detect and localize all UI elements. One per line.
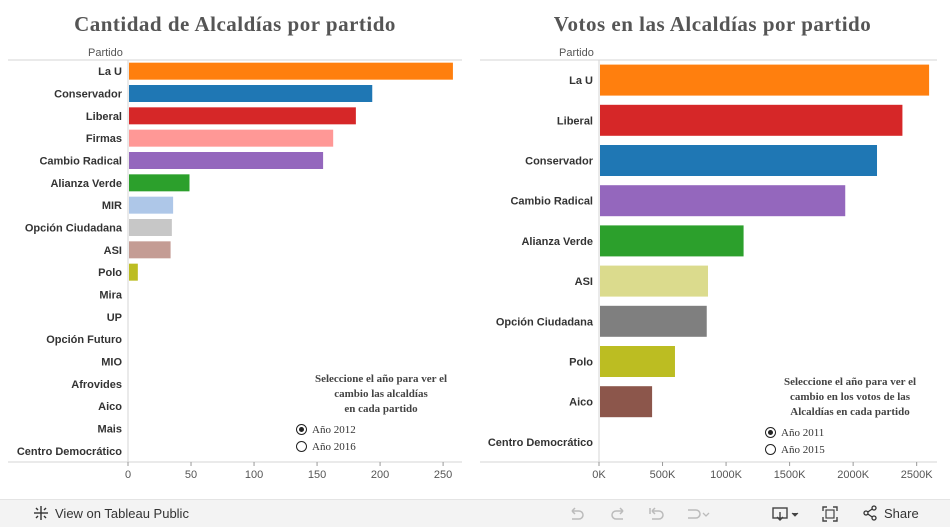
x-tick-label: 1000K xyxy=(710,469,742,481)
alcaldias-bar[interactable] xyxy=(129,219,172,236)
votos-bar[interactable] xyxy=(600,185,846,217)
tableau-logo-icon xyxy=(34,506,48,520)
alcaldias-category-label: Alianza Verde xyxy=(50,178,122,190)
year-option-2015[interactable]: Año 2015 xyxy=(765,441,935,458)
votos-category-label: Centro Democrático xyxy=(488,437,593,449)
fullscreen-icon[interactable] xyxy=(821,505,839,523)
alcaldias-bar[interactable] xyxy=(129,107,356,125)
alcaldias-category-label: Opción Ciudadana xyxy=(25,223,123,235)
year-option-2011[interactable]: Año 2011 xyxy=(765,424,935,441)
revert-icon[interactable] xyxy=(648,505,666,523)
alcaldias-category-label: Centro Democrático xyxy=(17,446,122,458)
x-tick-label: 200 xyxy=(371,469,389,481)
alcaldias-category-label: Afrovides xyxy=(71,379,122,391)
votos-bar[interactable] xyxy=(600,64,930,96)
alcaldias-category-label: MIR xyxy=(102,200,122,212)
alcaldias-bar[interactable] xyxy=(129,241,171,259)
votos-category-label: Liberal xyxy=(557,115,593,127)
votos-panel: Votos en las Alcaldías por partido Parti… xyxy=(475,0,950,499)
alcaldias-bar[interactable] xyxy=(129,196,174,214)
votos-bar[interactable] xyxy=(600,104,903,136)
votos-category-label: Cambio Radical xyxy=(510,196,593,208)
radio-icon xyxy=(765,444,776,455)
alcaldias-bar-chart: La U Conservador Liberal Firmas Cambio Radic… xyxy=(8,59,462,481)
radio-icon xyxy=(765,427,776,438)
download-icon[interactable] xyxy=(771,505,801,523)
votos-category-label: Aico xyxy=(569,397,593,409)
x-tick-label: 250 xyxy=(434,469,452,481)
votos-chart-title: Votos en las Alcaldías por partido xyxy=(553,12,872,36)
share-button[interactable]: Share xyxy=(862,505,919,521)
x-tick-label: 150 xyxy=(308,469,326,481)
view-on-tableau-link[interactable]: View on Tableau Public xyxy=(33,505,189,521)
year-option-2012[interactable]: Año 2012 xyxy=(296,421,466,438)
pause-updates-icon[interactable] xyxy=(684,505,714,523)
alcaldias-category-label: ASI xyxy=(104,245,122,257)
alcaldias-bar[interactable] xyxy=(129,62,453,80)
alcaldias-chart-title: Cantidad de Alcaldías por partido xyxy=(74,12,396,36)
x-tick-label: 2500K xyxy=(901,469,933,481)
votos-category-label: Conservador xyxy=(525,156,594,168)
alcaldias-category-label: La U xyxy=(98,66,122,78)
votos-category-label: Alianza Verde xyxy=(521,236,593,248)
alcaldias-category-label: Firmas xyxy=(86,133,122,145)
x-tick-label: 500K xyxy=(650,469,676,481)
votos-bar[interactable] xyxy=(600,305,707,337)
votos-bar[interactable] xyxy=(600,145,878,176)
alcaldias-category-label: Aico xyxy=(98,401,122,413)
alcaldias-category-label: Conservador xyxy=(54,89,123,101)
view-on-tableau-label: View on Tableau Public xyxy=(55,505,189,521)
share-label: Share xyxy=(884,505,919,521)
alcaldias-bar[interactable] xyxy=(129,129,334,147)
alcaldias-category-label: Mais xyxy=(98,424,122,436)
x-tick-label: 100 xyxy=(245,469,263,481)
year-option-2016[interactable]: Año 2016 xyxy=(296,438,466,455)
x-tick-label: 1500K xyxy=(774,469,806,481)
redo-icon[interactable] xyxy=(609,505,627,523)
year-option-label: Año 2011 xyxy=(781,426,825,439)
alcaldias-bar[interactable] xyxy=(129,263,138,281)
votos-category-label: Opción Ciudadana xyxy=(496,316,594,328)
alcaldias-year-selector: Seleccione el año para ver el cambio las… xyxy=(296,372,466,455)
votos-category-label: La U xyxy=(569,75,593,87)
radio-icon xyxy=(296,441,307,452)
alcaldias-category-label: Mira xyxy=(99,290,123,302)
x-tick-label: 0K xyxy=(592,469,606,481)
alcaldias-category-label: Polo xyxy=(98,267,122,279)
alcaldias-selector-title: Seleccione el año para ver el cambio las… xyxy=(314,373,448,415)
x-tick-label: 50 xyxy=(185,469,197,481)
alcaldias-category-label: Liberal xyxy=(86,111,122,123)
year-option-label: Año 2015 xyxy=(781,443,825,456)
radio-icon xyxy=(296,424,307,435)
alcaldias-category-label: UP xyxy=(107,312,122,324)
alcaldias-panel: Cantidad de Alcaldías por partido Partid… xyxy=(0,0,470,499)
undo-icon[interactable] xyxy=(568,505,586,523)
x-tick-label: 2000K xyxy=(837,469,869,481)
share-icon xyxy=(863,505,877,521)
votos-bar[interactable] xyxy=(600,225,744,257)
votos-bar[interactable] xyxy=(600,386,653,418)
alcaldias-bar[interactable] xyxy=(129,174,190,192)
votos-bar[interactable] xyxy=(600,265,709,297)
tableau-toolbar: View on Tableau Public Share xyxy=(0,499,950,527)
x-tick-label: 0 xyxy=(125,469,131,481)
votos-bar[interactable] xyxy=(600,346,675,377)
year-option-label: Año 2012 xyxy=(312,423,356,436)
votos-category-label: Polo xyxy=(569,357,593,369)
alcaldias-bar[interactable] xyxy=(129,152,324,169)
votos-category-label: ASI xyxy=(575,276,593,288)
alcaldias-category-label: Opción Futuro xyxy=(46,334,122,346)
alcaldias-category-label: Cambio Radical xyxy=(39,156,122,168)
year-option-label: Año 2016 xyxy=(312,440,356,453)
alcaldias-bar[interactable] xyxy=(129,85,373,102)
alcaldias-axis-label: Partido xyxy=(88,47,123,59)
votos-year-selector: Seleccione el año para ver el cambio en … xyxy=(765,375,935,458)
alcaldias-category-label: MIO xyxy=(101,357,122,369)
votos-axis-label: Partido xyxy=(559,47,594,59)
votos-selector-title: Seleccione el año para ver el cambio en … xyxy=(783,376,917,418)
votos-bar-chart: La U Liberal Conservador Cambio Radical Alia… xyxy=(480,59,937,481)
